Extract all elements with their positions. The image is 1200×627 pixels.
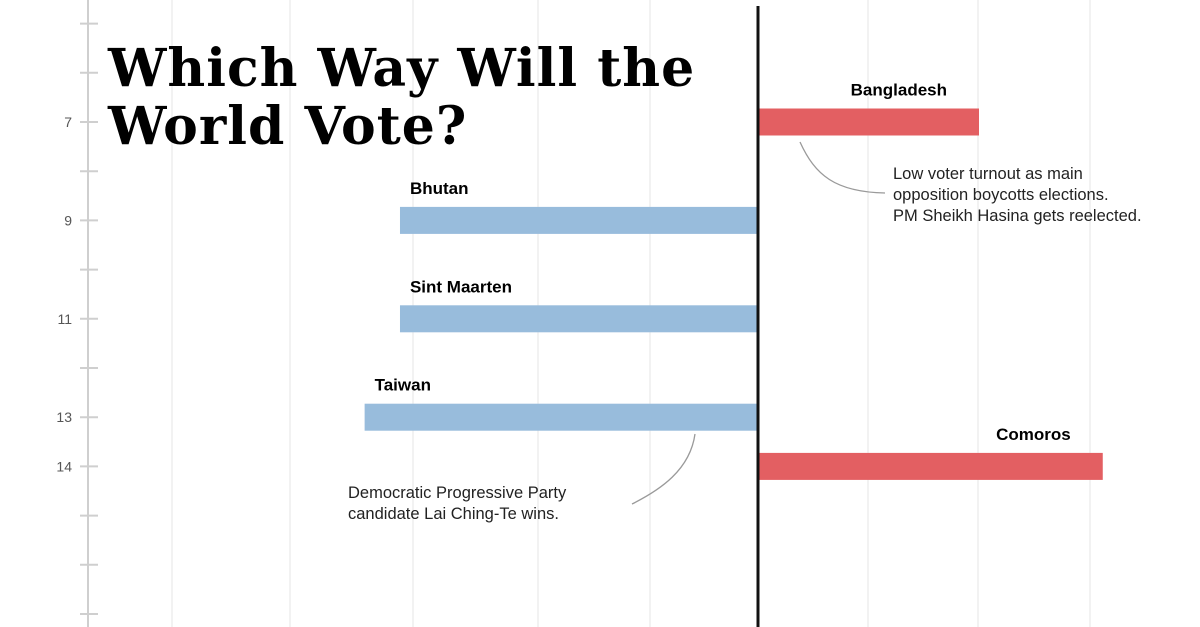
bar-label-sint-maarten: Sint Maarten (410, 277, 512, 296)
y-tick-label-13: 13 (56, 409, 72, 425)
bar-bangladesh (758, 108, 979, 136)
y-tick-label-14: 14 (56, 458, 72, 474)
bar-label-taiwan: Taiwan (375, 376, 431, 395)
y-tick-label-7: 7 (64, 114, 72, 130)
annotation-bangladesh-line-3: PM Sheikh Hasina gets reelected. (893, 207, 1142, 225)
bar-sint-maarten (399, 305, 758, 333)
annotation-leader-taiwan (631, 433, 696, 505)
bar-taiwan (364, 403, 758, 431)
annotation-bangladesh: Low voter turnout as main opposition boyc… (893, 165, 1142, 225)
title-line-2: World Vote? (108, 96, 468, 157)
annotation-leader-bangladesh (799, 141, 886, 194)
bar-bhutan (399, 206, 758, 234)
annotation-bangladesh-line-2: opposition boycotts elections. (893, 186, 1109, 204)
bar-label-comoros: Comoros (996, 425, 1071, 444)
annotation-bangladesh-line-1: Low voter turnout as main (893, 165, 1083, 183)
chart-title: Which Way Will the World Vote? (108, 40, 695, 156)
annotation-taiwan: Democratic Progressive Party candidate La… (348, 484, 567, 523)
annotation-taiwan-line-1: Democratic Progressive Party (348, 484, 567, 502)
bar-comoros (758, 452, 1103, 480)
annotation-taiwan-line-2: candidate Lai Ching-Te wins. (348, 505, 559, 523)
title-line-1: Which Way Will the (108, 38, 696, 99)
bar-label-bangladesh: Bangladesh (851, 81, 947, 100)
bar-label-bhutan: Bhutan (410, 179, 469, 198)
y-tick-label-11: 11 (57, 311, 72, 327)
y-tick-label-9: 9 (64, 212, 72, 228)
